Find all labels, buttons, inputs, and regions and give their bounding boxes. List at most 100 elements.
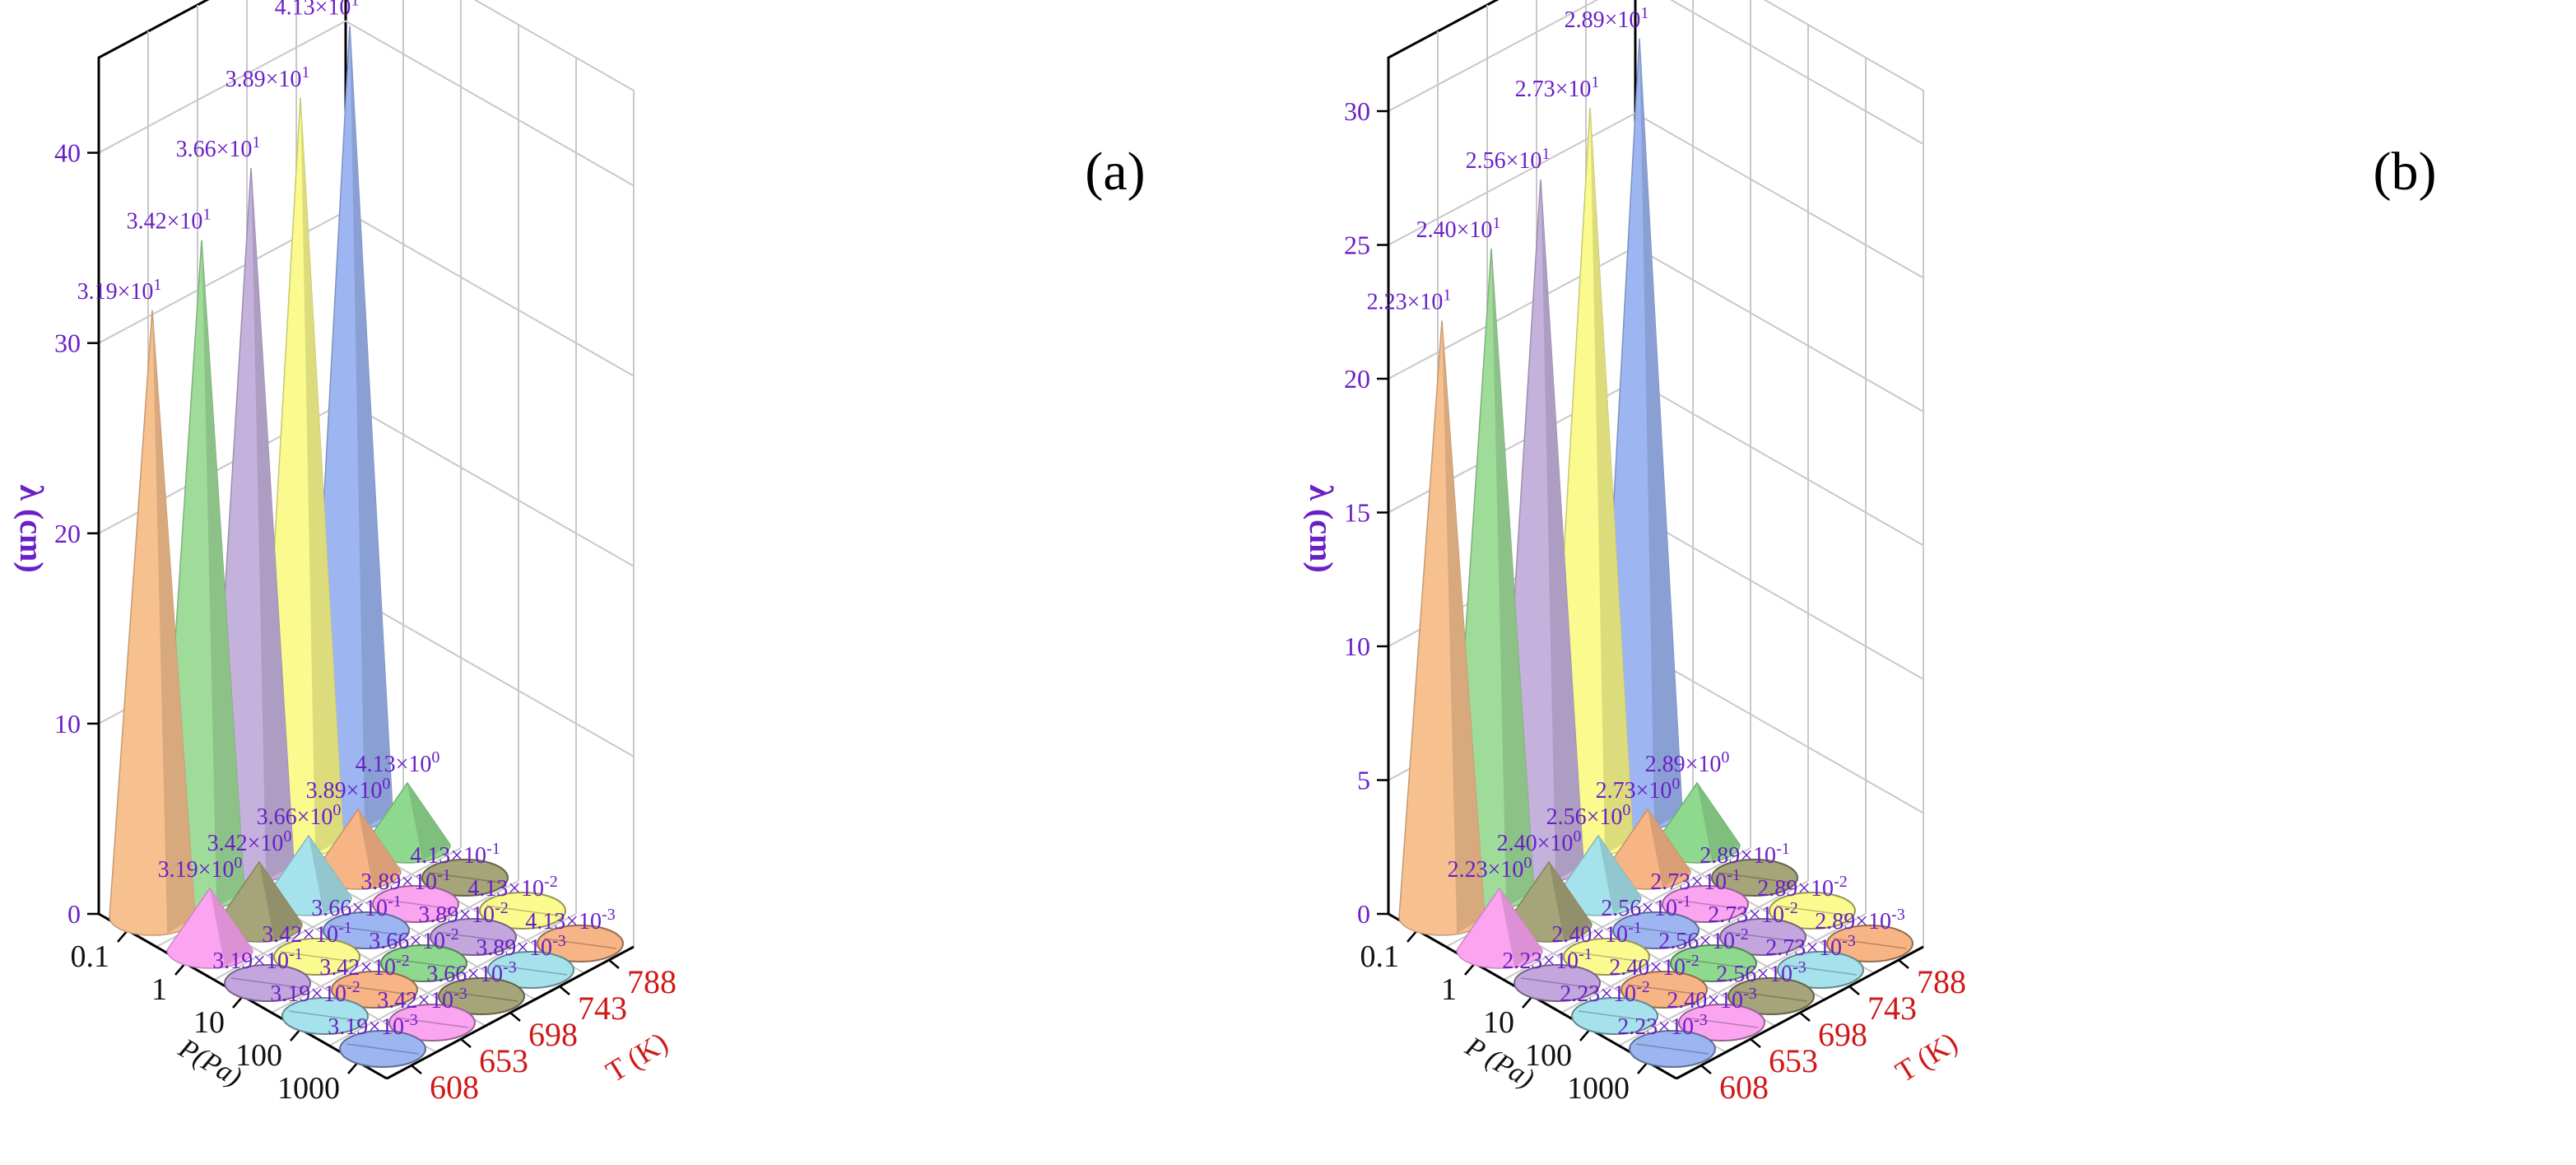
cone-shading (350, 26, 393, 828)
value-label: 2.89×101 (1565, 4, 1649, 33)
value-label: 2.40×100 (1497, 827, 1582, 856)
cone-mark (224, 964, 311, 1002)
cone-shading (1697, 783, 1740, 861)
cone-mark (1719, 918, 1806, 956)
t-tick-mark (1700, 1065, 1712, 1074)
value-label: 4.13×10-1 (410, 840, 500, 869)
z-tick-label: 0 (67, 899, 81, 929)
right-wall-frame (1763, 0, 1924, 947)
t-tick-mark (1799, 1012, 1811, 1022)
cone-mark (281, 997, 369, 1035)
t-tick-label: 743 (1867, 990, 1917, 1027)
p-tick-label: 100 (235, 1038, 282, 1073)
t-tick-mark (1750, 1038, 1761, 1048)
value-label: 2.56×10-1 (1601, 892, 1690, 921)
z-tick-label: 30 (54, 329, 81, 358)
p-tick-mark (1407, 930, 1418, 943)
t-tick-label: 788 (627, 963, 677, 1000)
disc-hatch (1569, 951, 1644, 962)
floor-grid-line (1560, 880, 1809, 1014)
value-label: 2.23×10-2 (1560, 978, 1649, 1007)
cone-shading (1590, 107, 1633, 855)
t-tick-mark (559, 986, 570, 995)
t-tick-mark (460, 1038, 472, 1048)
value-label: 3.19×10-2 (270, 978, 360, 1007)
p-tick-label: 0.1 (1360, 939, 1400, 974)
value-label: 3.42×101 (127, 206, 212, 235)
value-label: 4.13×10-3 (525, 906, 615, 934)
p-tick-mark (117, 930, 128, 943)
value-label: 3.19×101 (77, 276, 162, 305)
p-tick-label: 1000 (277, 1071, 340, 1106)
value-label: 3.89×10-1 (360, 866, 450, 895)
cone-shading (1500, 888, 1542, 967)
cone-mark (1769, 892, 1856, 930)
value-label: 2.73×10-1 (1650, 866, 1740, 895)
cone-mark (421, 859, 509, 897)
z-tick-label: 0 (1357, 899, 1370, 929)
disc-hatch (436, 931, 510, 943)
value-label: 3.89×10-3 (476, 932, 565, 961)
cone-mark (1563, 938, 1650, 976)
t-axis-title: T (K) (600, 1026, 673, 1088)
t-tick-mark (608, 959, 620, 969)
cone-mark (1629, 1030, 1716, 1068)
cone-mark (1456, 887, 1543, 969)
cone-mark (331, 971, 418, 1009)
cone-mark (479, 892, 566, 930)
value-label: 2.89×10-1 (1700, 840, 1789, 869)
t-tick-label: 788 (1917, 963, 1966, 1000)
value-label: 2.56×101 (1466, 145, 1551, 174)
disc-hatch (1734, 990, 1808, 1002)
value-label: 2.40×10-1 (1551, 919, 1641, 948)
z-tick-label: 25 (1344, 231, 1370, 260)
cone-mark (1777, 951, 1864, 989)
value-label: 4.13×100 (356, 748, 440, 777)
cone-shading (300, 97, 343, 855)
disc-hatch (395, 1017, 469, 1028)
disc-hatch (280, 951, 354, 962)
t-tick-mark (1848, 986, 1860, 995)
disc-hatch (1668, 898, 1742, 910)
value-label: 2.56×10-3 (1716, 958, 1806, 987)
disc-hatch (1619, 925, 1693, 936)
value-label: 2.73×10-3 (1765, 932, 1855, 961)
disc-hatch (1718, 872, 1792, 883)
cone-mark (1711, 859, 1798, 897)
z-tick-label: 5 (1357, 766, 1370, 795)
value-label: 2.89×10-3 (1815, 906, 1904, 934)
disc-hatch (428, 872, 502, 883)
t-tick-label: 698 (528, 1016, 578, 1053)
z-tick-label: 20 (54, 519, 81, 548)
value-label: 3.42×10-1 (262, 919, 351, 948)
disc-hatch (379, 898, 453, 910)
value-label: 2.40×10-2 (1609, 952, 1699, 981)
cone-shading (202, 240, 244, 907)
disc-hatch (444, 990, 518, 1002)
value-label: 3.66×100 (257, 801, 342, 830)
cone-shading (259, 862, 302, 940)
disc-hatch (1783, 964, 1858, 976)
cone-shading (407, 783, 450, 861)
t-tick-label: 698 (1818, 1016, 1867, 1053)
cone-series (1398, 38, 1913, 1068)
z-tick-label: 30 (1344, 96, 1370, 126)
value-label: 2.23×10-1 (1502, 945, 1592, 974)
cone-mark (1612, 911, 1700, 949)
cone-shading (309, 836, 351, 914)
disc-hatch (486, 905, 560, 916)
disc-hatch (1520, 977, 1594, 989)
t-tick-label: 608 (430, 1069, 479, 1106)
t-tick-mark (1898, 959, 1909, 969)
disc-hatch (1676, 958, 1751, 969)
z-tick-label: 10 (54, 709, 81, 739)
value-label: 2.56×100 (1546, 801, 1631, 830)
value-labels: 4.13×101 3.89×101 4.13×100 3.66×101 3.89×100… (77, 0, 616, 1040)
disc-hatch (1578, 1010, 1652, 1022)
cone-shading (251, 168, 294, 881)
cone-shading (358, 809, 401, 888)
z-grid-line (1388, 112, 1924, 279)
